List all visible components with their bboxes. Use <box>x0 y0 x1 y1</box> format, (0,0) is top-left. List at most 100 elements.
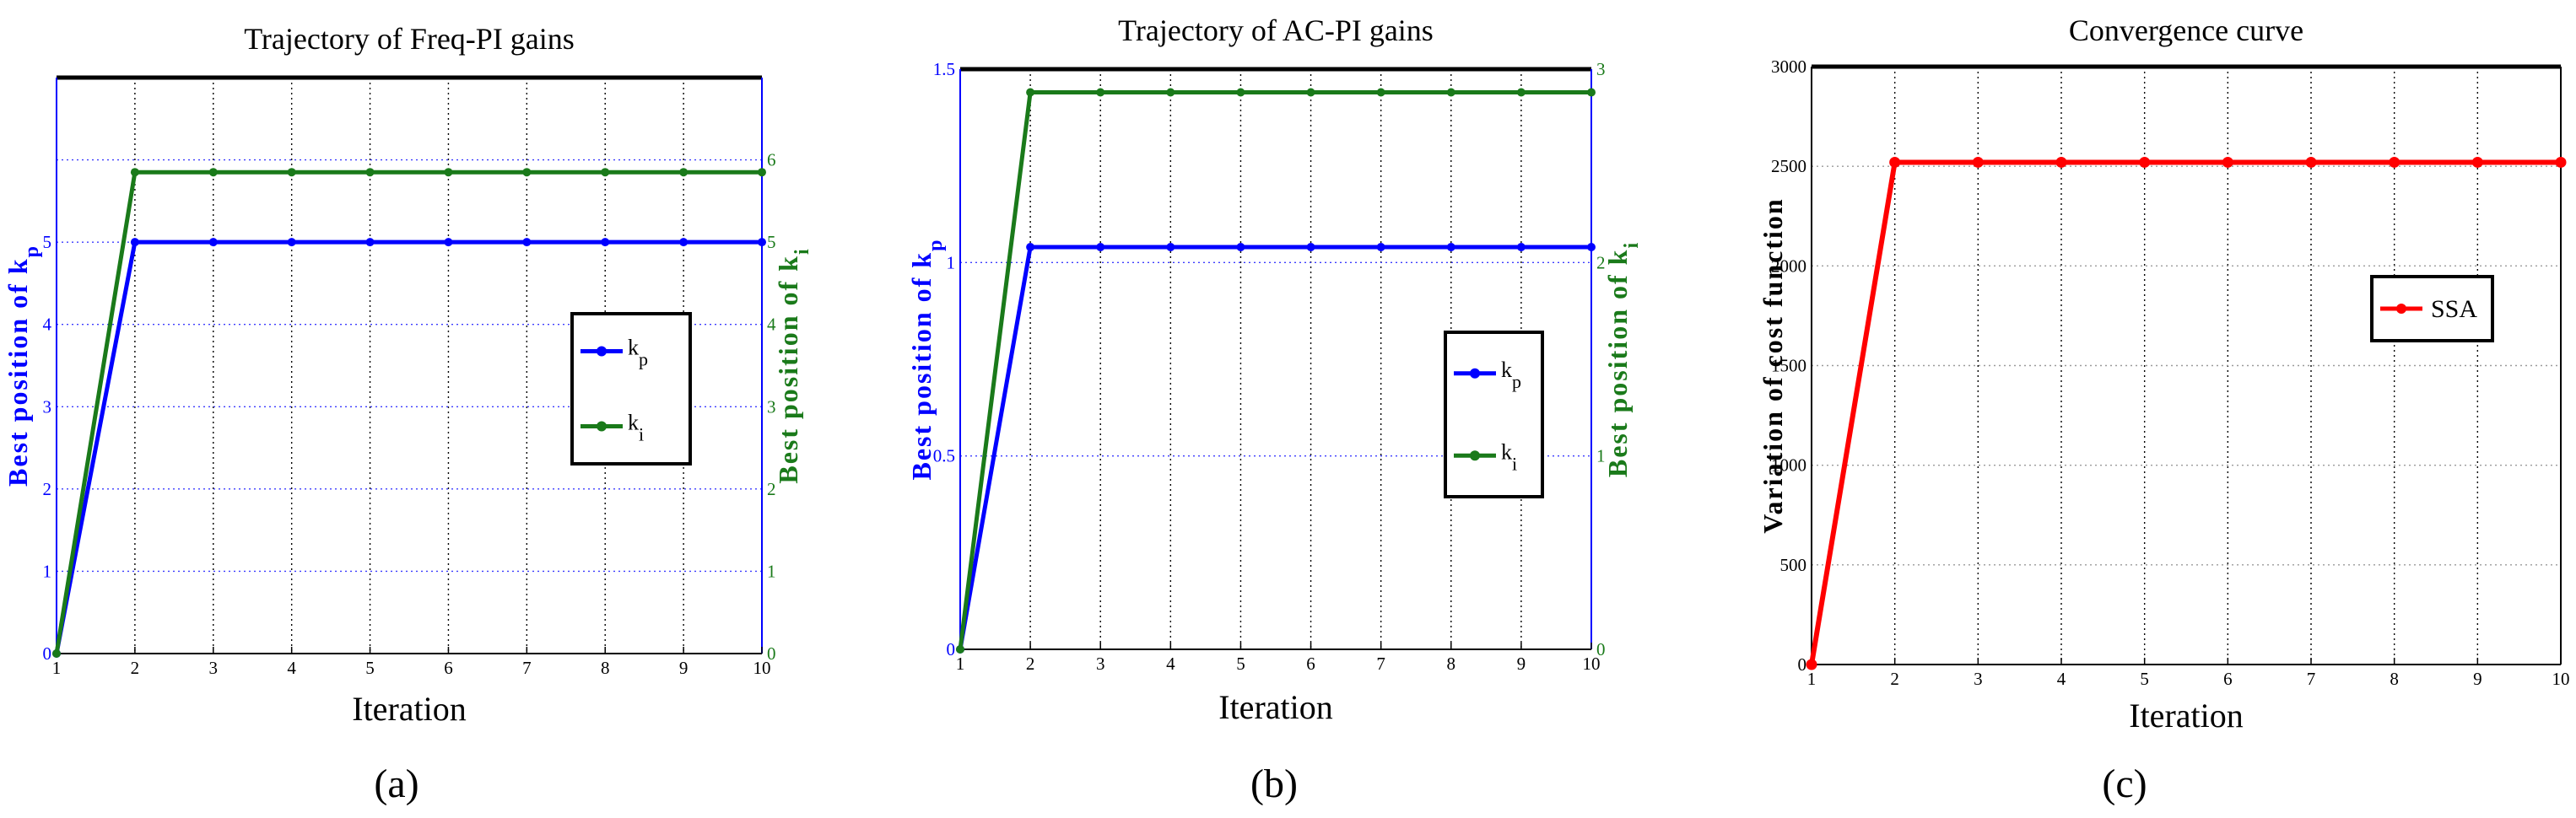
data-point-k_p <box>679 238 689 247</box>
y-tick-label-left: 0 <box>43 643 52 664</box>
y-tick-label-left: 4 <box>43 315 52 335</box>
x-tick-label: 1 <box>956 654 965 674</box>
x-tick-label: 6 <box>1306 654 1315 674</box>
y-tick-label-right: 2 <box>767 479 776 499</box>
y-tick-label-left: 1.5 <box>933 59 955 79</box>
legend-label: ki <box>1501 439 1517 474</box>
legend-box <box>570 312 692 466</box>
data-point-k_p <box>130 238 139 247</box>
legend-label: ki <box>628 411 644 445</box>
y-tick-label-right: 1 <box>767 561 776 581</box>
x-tick-label: 3 <box>1974 669 1983 689</box>
y-tick-label-left: 2000 <box>1771 256 1806 276</box>
y-axis-label-left: Variation of cost function <box>1758 197 1788 533</box>
legend-label: SSA <box>2431 295 2477 323</box>
x-tick-label: 9 <box>1517 654 1526 674</box>
legend-label: kp <box>628 336 648 370</box>
y-tick-label-left: 0 <box>947 639 956 659</box>
data-point-SSA <box>2305 156 2317 168</box>
y-tick-label-right: 0 <box>767 643 776 664</box>
data-point-SSA <box>1889 156 1901 168</box>
y-tick-label-right: 3 <box>767 396 776 417</box>
data-point-k_i <box>1587 88 1596 97</box>
x-tick-label: 6 <box>444 658 453 678</box>
data-point-k_i <box>1446 88 1455 97</box>
y-axis-label-right: Best position of ki <box>1602 241 1643 477</box>
x-tick-label: 2 <box>1890 669 1899 689</box>
x-tick-label: 7 <box>1376 654 1385 674</box>
y-tick-label-right: 4 <box>767 315 776 335</box>
y-tick-label-left: 0.5 <box>933 446 955 466</box>
y-tick-label-left: 500 <box>1780 555 1807 575</box>
x-tick-label: 4 <box>287 658 296 678</box>
y-axis-label-left: Best position of kp <box>906 239 947 481</box>
x-tick-label: 7 <box>522 658 532 678</box>
data-point-k_i <box>1516 88 1526 97</box>
data-point-SSA <box>2055 156 2067 168</box>
x-tick-label: 8 <box>601 658 610 678</box>
data-point-k_p <box>1026 242 1035 251</box>
y-tick-label-left: 3000 <box>1771 57 1806 77</box>
y-tick-label-left: 1000 <box>1771 455 1806 476</box>
data-point-k_i <box>52 649 61 658</box>
y-tick-label-left: 2500 <box>1771 156 1806 176</box>
x-tick-label: 8 <box>2390 669 2399 689</box>
x-tick-label: 2 <box>131 658 140 678</box>
chart-title: Convergence curve <box>2069 13 2303 47</box>
data-point-SSA <box>1972 156 1984 168</box>
y-tick-label-right: 0 <box>1596 639 1606 659</box>
x-tick-label: 6 <box>2223 669 2233 689</box>
legend-swatch-marker <box>1470 450 1480 461</box>
x-tick-label: 4 <box>1166 654 1175 674</box>
y-tick-label-right: 5 <box>767 232 776 252</box>
y-tick-label-left: 0 <box>1798 654 1807 675</box>
legend-swatch-marker <box>597 421 607 432</box>
x-axis-label: Iteration <box>2129 697 2244 735</box>
y-tick-label-left: 5 <box>43 232 52 252</box>
data-point-k_p <box>444 238 453 247</box>
data-point-k_p <box>1446 242 1455 251</box>
data-point-k_i <box>130 168 139 177</box>
y-tick-label-left: 1 <box>947 252 956 272</box>
data-point-k_p <box>365 238 375 247</box>
data-point-SSA <box>2555 156 2567 168</box>
data-point-k_i <box>1236 88 1245 97</box>
x-tick-label: 3 <box>1096 654 1105 674</box>
data-point-k_p <box>287 238 296 247</box>
y-tick-label-left: 2 <box>43 479 52 499</box>
y-tick-label-left: 1500 <box>1771 356 1806 376</box>
series-line-k_p <box>958 245 1591 650</box>
data-point-k_i <box>1166 88 1175 97</box>
data-point-k_i <box>444 168 453 177</box>
y-tick-label-right: 6 <box>767 150 776 170</box>
y-tick-label-right: 3 <box>1596 59 1606 79</box>
data-point-k_i <box>679 168 689 177</box>
legend-label: kp <box>1501 358 1521 392</box>
data-point-k_p <box>1096 242 1105 251</box>
data-point-SSA <box>2389 156 2400 168</box>
y-tick-label-right: 1 <box>1596 446 1606 466</box>
x-tick-label: 9 <box>2473 669 2482 689</box>
series-line-SSA <box>1809 159 2561 665</box>
x-tick-label: 3 <box>209 658 219 678</box>
data-point-k_p <box>1587 242 1596 251</box>
y-tick-label-left: 3 <box>43 396 52 417</box>
x-axis-label: Iteration <box>1218 688 1333 726</box>
data-point-k_i <box>1026 88 1035 97</box>
x-tick-label: 7 <box>2307 669 2316 689</box>
data-point-k_p <box>601 238 610 247</box>
x-tick-label: 5 <box>1236 654 1245 674</box>
data-point-k_i <box>208 168 218 177</box>
series-line-k_i <box>958 90 1591 650</box>
data-point-k_p <box>758 238 766 247</box>
data-point-k_p <box>1236 242 1245 251</box>
y-axis-label-left: Best position of kp <box>3 245 43 487</box>
data-point-k_i <box>365 168 375 177</box>
x-tick-label: 8 <box>1447 654 1456 674</box>
data-point-k_p <box>1516 242 1526 251</box>
x-tick-label: 10 <box>1583 654 1601 674</box>
x-tick-label: 4 <box>2057 669 2066 689</box>
panel-label: (b) <box>1250 761 1298 806</box>
data-point-k_p <box>522 238 532 247</box>
x-tick-label: 2 <box>1026 654 1035 674</box>
